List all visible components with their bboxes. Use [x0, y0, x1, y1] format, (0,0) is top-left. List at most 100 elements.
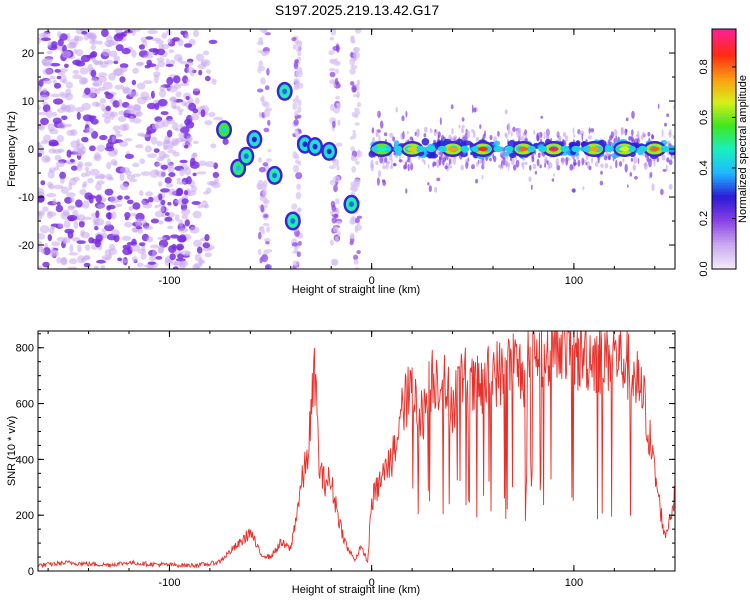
noise-speckle: [370, 163, 374, 172]
noise-speckle: [665, 164, 668, 171]
noise-speckle: [436, 177, 441, 182]
noise-speckle: [257, 50, 263, 54]
noise-speckle: [615, 135, 618, 143]
noise-speckle: [337, 119, 341, 126]
noise-speckle: [350, 146, 355, 152]
noise-speckle: [57, 148, 65, 153]
noise-speckle: [494, 140, 501, 146]
noise-speckle: [113, 161, 118, 166]
noise-speckle: [91, 101, 100, 107]
noise-speckle: [80, 54, 91, 63]
noise-speckle: [55, 204, 64, 213]
noise-speckle: [44, 156, 50, 162]
noise-speckle: [38, 233, 46, 240]
noise-speckle: [52, 198, 57, 205]
colorbar-step: [712, 236, 736, 240]
noise-speckle: [193, 29, 199, 37]
snr-series-line: [38, 331, 675, 569]
noise-speckle: [296, 46, 301, 53]
colorbar-step: [712, 95, 736, 99]
colorbar-step: [712, 173, 736, 177]
noise-speckle: [630, 157, 634, 162]
noise-speckle: [94, 239, 101, 248]
colorbar-gradient: [712, 29, 736, 270]
band-peak: [518, 146, 529, 152]
noise-speckle: [56, 75, 62, 80]
noise-speckle: [649, 171, 653, 179]
colorbar-step: [712, 80, 736, 84]
noise-speckle: [295, 191, 302, 200]
noise-speckle: [647, 131, 651, 137]
noise-speckle: [176, 177, 181, 182]
noise-speckle: [267, 148, 272, 153]
colorbar-step: [712, 50, 736, 54]
noise-speckle: [56, 201, 61, 206]
noise-speckle: [128, 91, 139, 98]
noise-speckle: [96, 180, 105, 185]
noise-speckle: [118, 141, 129, 147]
band-segment: [638, 145, 648, 153]
colorbar-step: [712, 215, 736, 219]
noise-speckle: [421, 138, 430, 146]
colorbar-step: [712, 176, 736, 180]
noise-speckle: [173, 75, 181, 84]
noise-speckle: [158, 220, 164, 225]
colorbar-step: [712, 110, 736, 114]
noise-speckle: [643, 162, 648, 171]
noise-speckle: [329, 36, 334, 41]
colorbar-step: [712, 206, 736, 210]
noise-speckle: [597, 156, 600, 164]
noise-speckle: [179, 123, 184, 129]
noise-speckle: [169, 59, 176, 65]
noise-speckle: [336, 164, 340, 171]
noise-speckle: [265, 241, 270, 245]
noise-speckle: [68, 258, 78, 265]
band-segment: [393, 145, 403, 153]
colorbar-step: [712, 227, 736, 231]
colorbar-step: [712, 98, 736, 102]
noise-speckle: [465, 161, 469, 169]
noise-speckle: [613, 129, 618, 137]
band-peak: [376, 146, 387, 152]
signal-feature: [216, 120, 233, 140]
colorbar-step: [712, 83, 736, 87]
noise-speckle: [98, 60, 103, 64]
noise-speckle: [43, 134, 51, 143]
noise-speckle: [142, 202, 153, 209]
noise-speckle: [124, 138, 133, 142]
noise-speckle: [194, 97, 200, 105]
noise-speckle: [172, 122, 179, 131]
noise-speckle: [335, 198, 340, 202]
noise-speckle: [202, 50, 210, 56]
noise-speckle: [122, 86, 130, 94]
noise-speckle: [578, 131, 582, 136]
noise-speckle: [146, 236, 153, 243]
noise-speckle: [524, 161, 528, 165]
noise-speckle: [75, 199, 83, 208]
noise-speckle: [350, 64, 358, 70]
noise-speckle: [98, 72, 107, 78]
noise-speckle: [73, 220, 79, 229]
noise-speckle: [331, 214, 339, 218]
noise-speckle: [380, 120, 384, 129]
noise-speckle: [448, 134, 452, 141]
noise-speckle: [263, 238, 271, 243]
noise-speckle: [351, 85, 357, 93]
noise-speckle: [510, 157, 512, 161]
noise-speckle: [398, 159, 403, 163]
noise-speckle: [157, 236, 167, 241]
noise-speckle: [405, 110, 408, 118]
y-tick-label: -20: [18, 240, 34, 252]
noise-speckle: [159, 84, 166, 92]
noise-speckle: [407, 163, 410, 172]
noise-speckle: [471, 104, 474, 114]
colorbar-step: [712, 119, 736, 123]
noise-speckle: [297, 241, 302, 246]
noise-speckle: [205, 69, 212, 74]
noise-speckle: [67, 266, 78, 269]
y-tick-label: -10: [18, 192, 34, 204]
noise-speckle: [375, 160, 379, 166]
noise-speckle: [653, 160, 656, 167]
noise-speckle: [181, 100, 187, 107]
noise-speckle: [64, 92, 74, 101]
